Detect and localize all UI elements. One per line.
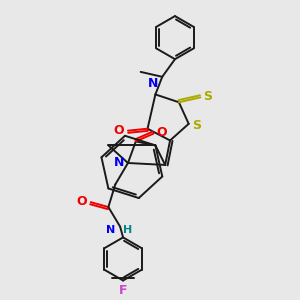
Text: O: O [76,195,87,208]
Text: S: S [203,90,212,103]
Text: F: F [119,284,127,297]
Text: O: O [156,126,167,139]
Text: H: H [123,225,132,235]
Text: N: N [148,76,159,89]
Text: N: N [114,155,124,169]
Text: N: N [106,225,115,235]
Text: S: S [193,119,202,132]
Text: O: O [113,124,124,137]
